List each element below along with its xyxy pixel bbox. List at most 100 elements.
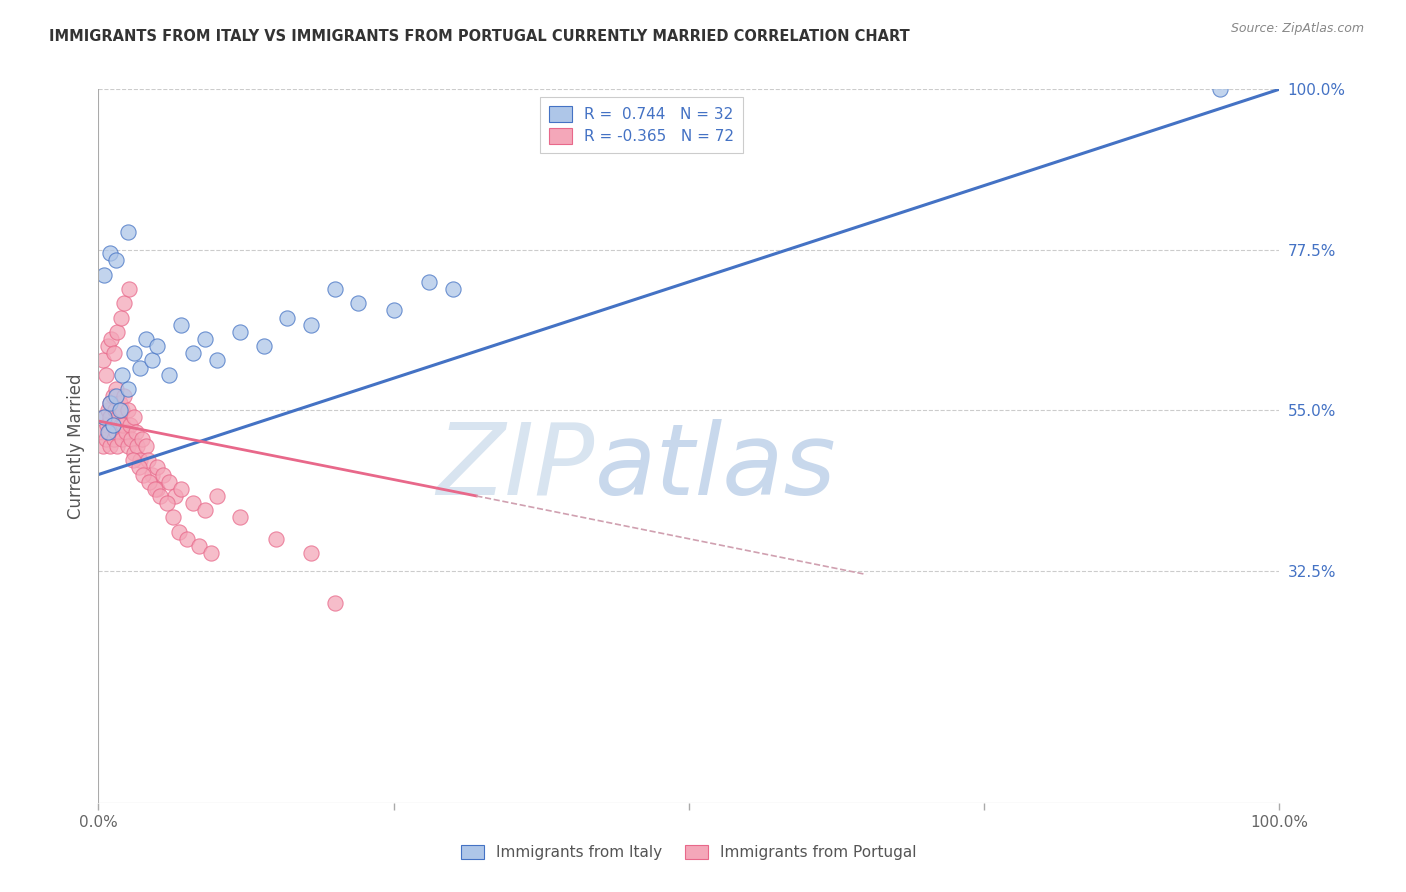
- Point: [132, 467, 155, 482]
- Point: [111, 432, 134, 446]
- Point: [108, 403, 131, 417]
- Point: [136, 453, 159, 467]
- Point: [181, 346, 204, 360]
- Point: [120, 417, 142, 432]
- Point: [105, 253, 128, 268]
- Point: [98, 246, 121, 260]
- Point: [141, 467, 163, 482]
- Point: [156, 496, 179, 510]
- Point: [1209, 82, 1232, 96]
- Point: [117, 403, 139, 417]
- Point: [323, 282, 346, 296]
- Point: [110, 417, 132, 432]
- Point: [98, 439, 121, 453]
- Point: [112, 296, 135, 310]
- Y-axis label: Currently Married: Currently Married: [66, 373, 84, 519]
- Point: [98, 396, 121, 410]
- Point: [122, 410, 145, 425]
- Legend: Immigrants from Italy, Immigrants from Portugal: Immigrants from Italy, Immigrants from P…: [456, 839, 922, 866]
- Point: [101, 417, 124, 432]
- Point: [128, 460, 150, 475]
- Point: [138, 475, 160, 489]
- Point: [94, 432, 117, 446]
- Point: [101, 417, 124, 432]
- Text: ZIP: ZIP: [436, 419, 595, 516]
- Point: [107, 410, 129, 425]
- Point: [165, 489, 187, 503]
- Point: [141, 353, 163, 368]
- Point: [441, 282, 464, 296]
- Point: [323, 596, 346, 610]
- Point: [110, 310, 132, 325]
- Point: [105, 325, 128, 339]
- Point: [170, 482, 193, 496]
- Point: [135, 439, 157, 453]
- Point: [128, 453, 150, 467]
- Point: [91, 353, 114, 368]
- Point: [122, 446, 145, 460]
- Point: [121, 432, 143, 446]
- Text: IMMIGRANTS FROM ITALY VS IMMIGRANTS FROM PORTUGAL CURRENTLY MARRIED CORRELATION : IMMIGRANTS FROM ITALY VS IMMIGRANTS FROM…: [49, 29, 910, 44]
- Point: [105, 382, 128, 396]
- Point: [98, 410, 121, 425]
- Point: [112, 417, 135, 432]
- Point: [229, 325, 252, 339]
- Point: [121, 453, 143, 467]
- Point: [101, 389, 124, 403]
- Point: [103, 346, 125, 360]
- Point: [146, 482, 169, 496]
- Point: [125, 425, 148, 439]
- Point: [98, 396, 121, 410]
- Point: [97, 425, 120, 439]
- Point: [105, 439, 128, 453]
- Point: [93, 268, 115, 282]
- Point: [157, 475, 180, 489]
- Point: [152, 467, 174, 482]
- Point: [205, 353, 228, 368]
- Point: [114, 425, 136, 439]
- Point: [111, 368, 134, 382]
- Point: [170, 318, 193, 332]
- Point: [96, 417, 118, 432]
- Point: [162, 510, 184, 524]
- Point: [117, 225, 139, 239]
- Point: [131, 432, 153, 446]
- Point: [100, 332, 122, 346]
- Point: [97, 339, 120, 353]
- Point: [104, 403, 127, 417]
- Point: [299, 546, 322, 560]
- Point: [187, 539, 209, 553]
- Point: [146, 339, 169, 353]
- Point: [146, 460, 169, 475]
- Point: [94, 368, 117, 382]
- Point: [157, 368, 180, 382]
- Point: [91, 439, 114, 453]
- Point: [276, 310, 298, 325]
- Point: [194, 503, 217, 517]
- Point: [117, 382, 139, 396]
- Point: [108, 396, 131, 410]
- Point: [229, 510, 252, 524]
- Point: [200, 546, 222, 560]
- Point: [122, 346, 145, 360]
- Point: [93, 410, 115, 425]
- Point: [111, 403, 134, 417]
- Point: [127, 439, 149, 453]
- Point: [128, 360, 150, 375]
- Point: [117, 439, 139, 453]
- Point: [135, 332, 157, 346]
- Point: [167, 524, 190, 539]
- Point: [105, 389, 128, 403]
- Point: [98, 425, 121, 439]
- Point: [253, 339, 276, 353]
- Point: [205, 489, 228, 503]
- Point: [176, 532, 198, 546]
- Point: [97, 403, 120, 417]
- Point: [143, 482, 166, 496]
- Point: [105, 425, 128, 439]
- Point: [91, 425, 114, 439]
- Point: [418, 275, 440, 289]
- Point: [194, 332, 217, 346]
- Point: [112, 389, 135, 403]
- Point: [118, 282, 141, 296]
